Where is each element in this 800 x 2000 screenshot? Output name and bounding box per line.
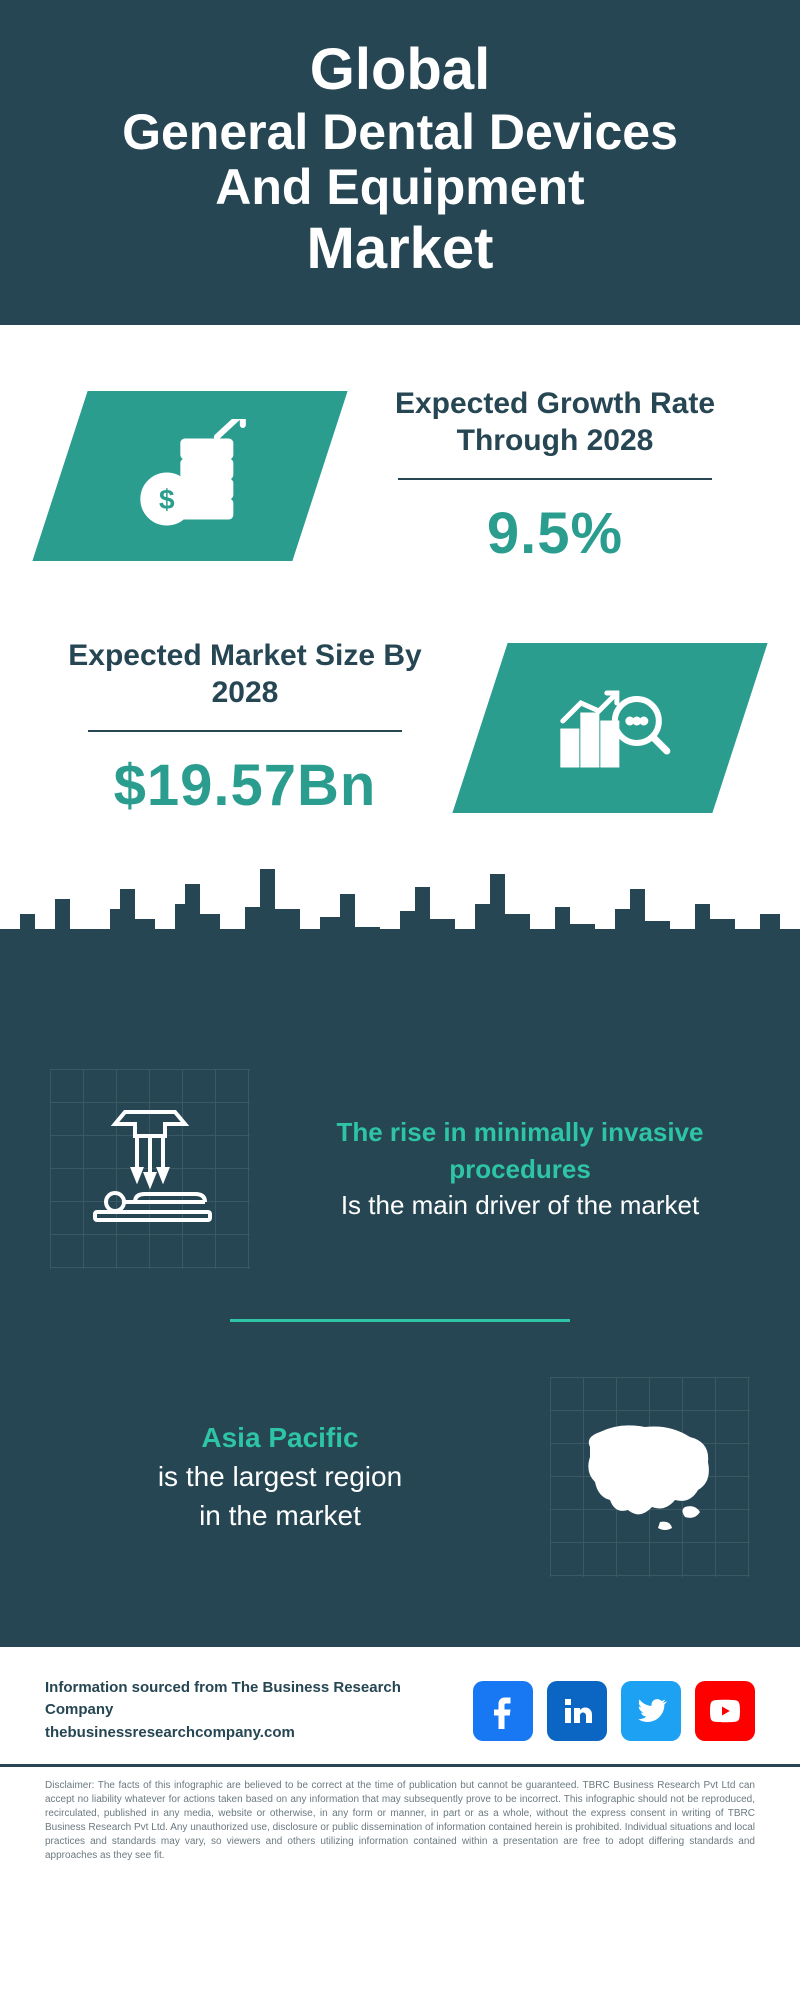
driver-rest: Is the main driver of the market: [290, 1187, 750, 1223]
driver-row: The rise in minimally invasive procedure…: [50, 1069, 750, 1269]
youtube-icon[interactable]: [695, 1681, 755, 1741]
region-line2: in the market: [50, 1496, 510, 1535]
title-line3: And Equipment: [20, 160, 780, 215]
region-text: Asia Pacific is the largest region in th…: [50, 1418, 510, 1536]
source-line1: Information sourced from The Business Re…: [45, 1677, 473, 1722]
facebook-icon[interactable]: [473, 1681, 533, 1741]
stat-divider: [88, 730, 403, 732]
infographic-container: Global General Dental Devices And Equipm…: [0, 0, 800, 1893]
stat-value: 9.5%: [370, 500, 740, 567]
asia-map-icon: [550, 1377, 750, 1577]
stat-row-growth: $ Expected Growth Rate Through 2028 9.5%: [60, 385, 740, 567]
title-line1: Global: [20, 40, 780, 101]
stat-row-size: Expected Market Size By 2028 $19.57Bn: [60, 637, 740, 819]
svg-text:$: $: [159, 483, 175, 514]
linkedin-icon[interactable]: [547, 1681, 607, 1741]
growth-money-icon: $: [32, 391, 347, 561]
disclaimer-text: Disclaimer: The facts of this infographi…: [0, 1767, 800, 1893]
twitter-icon[interactable]: [621, 1681, 681, 1741]
driver-text: The rise in minimally invasive procedure…: [290, 1114, 750, 1223]
region-row: Asia Pacific is the largest region in th…: [50, 1377, 750, 1577]
title-header: Global General Dental Devices And Equipm…: [0, 0, 800, 325]
footer: Information sourced from The Business Re…: [0, 1647, 800, 1768]
stat-text-growth: Expected Growth Rate Through 2028 9.5%: [370, 385, 740, 567]
region-line1: is the largest region: [50, 1457, 510, 1496]
stat-value: $19.57Bn: [60, 752, 430, 819]
title-line4: Market: [20, 219, 780, 280]
region-highlight: Asia Pacific: [50, 1418, 510, 1457]
stats-section: $ Expected Growth Rate Through 2028 9.5%: [0, 325, 800, 929]
stat-label: Expected Market Size By 2028: [60, 637, 430, 730]
chart-magnify-icon: [452, 643, 767, 813]
mid-divider: [230, 1319, 570, 1322]
stat-divider: [398, 478, 713, 480]
source-line2: thebusinessresearchcompany.com: [45, 1722, 473, 1745]
robot-surgery-icon: [50, 1069, 250, 1269]
dark-band: The rise in minimally invasive procedure…: [0, 929, 800, 1647]
stat-text-size: Expected Market Size By 2028 $19.57Bn: [60, 637, 430, 819]
social-icons: [473, 1681, 755, 1741]
driver-highlight: The rise in minimally invasive procedure…: [290, 1114, 750, 1187]
title-line2: General Dental Devices: [20, 105, 780, 160]
footer-source: Information sourced from The Business Re…: [45, 1677, 473, 1745]
stat-label: Expected Growth Rate Through 2028: [370, 385, 740, 478]
